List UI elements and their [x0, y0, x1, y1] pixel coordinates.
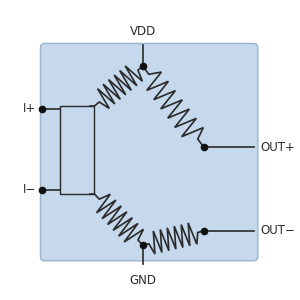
FancyBboxPatch shape: [40, 44, 258, 261]
Text: OUT+: OUT+: [261, 141, 296, 154]
Text: I−: I−: [23, 183, 36, 196]
Text: OUT−: OUT−: [261, 224, 296, 238]
Text: VDD: VDD: [130, 25, 156, 38]
Text: GND: GND: [129, 274, 156, 286]
Text: I+: I+: [23, 102, 36, 115]
